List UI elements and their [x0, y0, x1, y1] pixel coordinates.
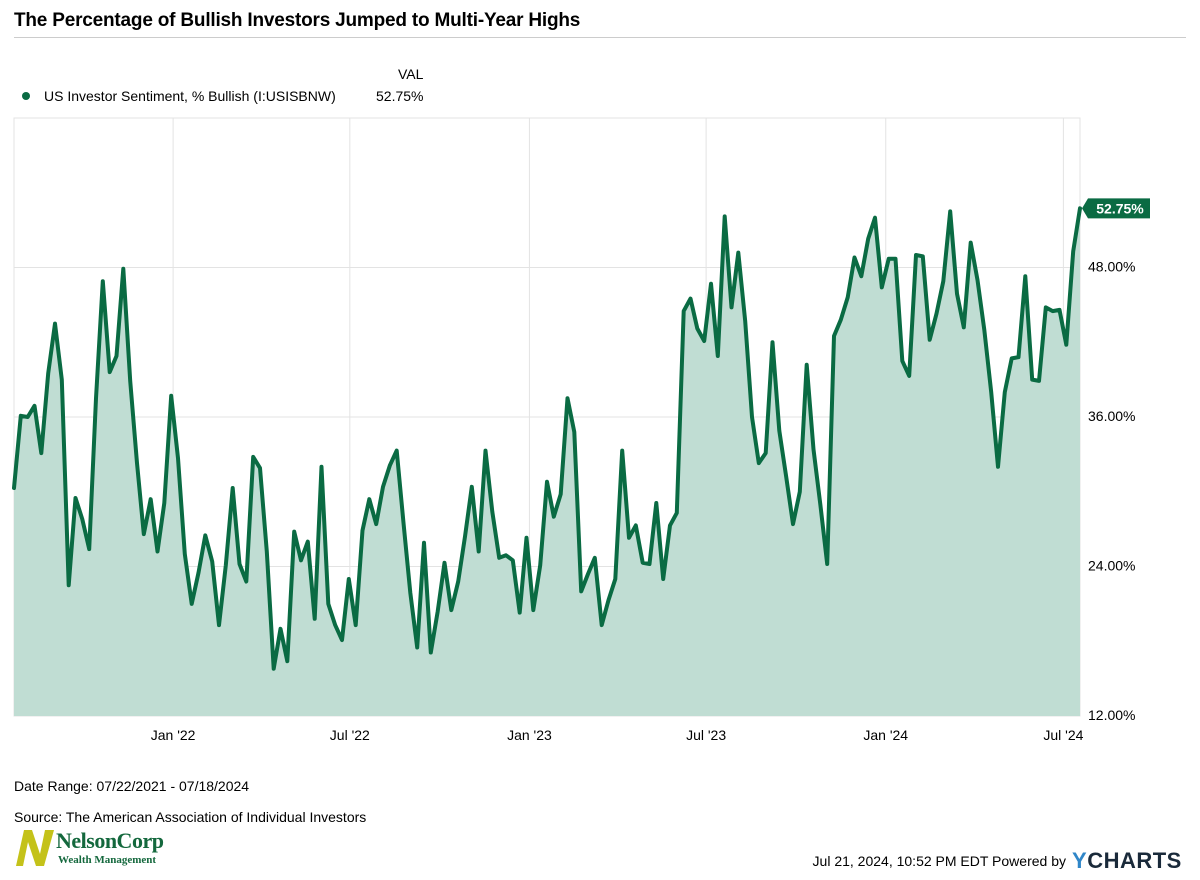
last-value-flag [1082, 198, 1150, 219]
logo-name: NelsonCorp [56, 828, 164, 853]
nelsoncorp-mark-icon [16, 830, 54, 866]
source-note: Source: The American Association of Indi… [14, 809, 367, 825]
date-range: Date Range: 07/22/2021 - 07/18/2024 [14, 778, 250, 794]
ycharts-logo-rest: CHARTS [1087, 848, 1182, 873]
title-divider [14, 37, 1186, 38]
x-tick-label: Jan '24 [863, 727, 908, 743]
ycharts-logo-y: Y [1072, 848, 1088, 873]
timestamp: Jul 21, 2024, 10:52 PM EDT Powered by [812, 853, 1066, 869]
last-value-label: 52.75% [1096, 200, 1144, 216]
legend-label: US Investor Sentiment, % Bullish (I:USIS… [44, 88, 336, 104]
y-tick-label: 12.00% [1088, 707, 1135, 723]
x-tick-label: Jul '24 [1043, 727, 1083, 743]
legend-entry[interactable]: US Investor Sentiment, % Bullish (I:USIS… [22, 88, 336, 104]
series-area [14, 208, 1080, 717]
legend-value: 52.75% [376, 88, 424, 104]
chart-plot: 12.00% 24.00% 36.00% 48.00% Jan '22 Jul '22 Ja… [12, 117, 1150, 743]
y-tick-label: 24.00% [1088, 558, 1135, 574]
y-tick-label: 48.00% [1088, 259, 1135, 275]
nelsoncorp-logo: NelsonCorp Wealth Management [14, 828, 174, 868]
legend-val-header: VAL [398, 66, 424, 82]
y-tick-label: 36.00% [1088, 408, 1135, 424]
x-tick-label: Jul '23 [686, 727, 726, 743]
x-tick-label: Jul '22 [330, 727, 370, 743]
legend-dot-icon [22, 92, 30, 100]
logo-tagline: Wealth Management [58, 854, 157, 866]
series-line [12, 206, 1082, 671]
chart-title: The Percentage of Bullish Investors Jump… [14, 10, 581, 31]
ycharts-logo[interactable]: YCHARTS [1072, 848, 1182, 874]
x-tick-label: Jan '22 [151, 727, 196, 743]
x-tick-label: Jan '23 [507, 727, 552, 743]
